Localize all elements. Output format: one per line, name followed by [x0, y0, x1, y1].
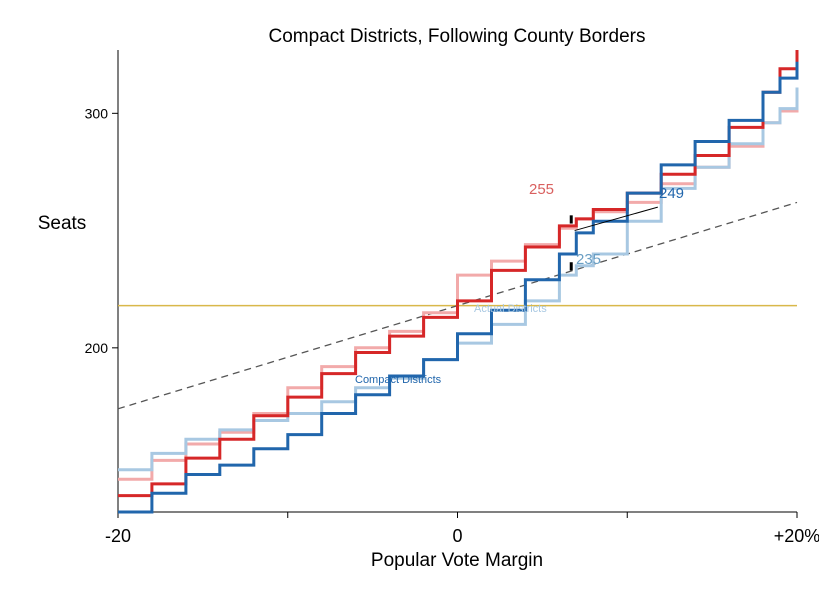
- y-tick-label: 300: [85, 105, 109, 121]
- chart-title: Compact Districts, Following County Bord…: [269, 26, 646, 47]
- y-tick-label: 200: [85, 340, 109, 356]
- x-tick-label: -20: [105, 526, 131, 546]
- x-tick-label: 0: [452, 526, 462, 546]
- y-axis-label: Seats: [38, 213, 87, 234]
- leader-249: [574, 206, 658, 232]
- x-tick-label: +20%: [774, 526, 819, 546]
- compact-districts-label: Compact Districts: [355, 374, 442, 386]
- actual-districts-label: Actual Districts: [474, 303, 547, 315]
- annotation-255: 255: [529, 181, 554, 198]
- compact-county-series: [118, 50, 799, 498]
- x-axis-label: Popular Vote Margin: [371, 550, 543, 571]
- annotation-249: 249: [659, 185, 684, 202]
- annotation-235: 235: [576, 251, 601, 268]
- compact-districts-series: [118, 61, 799, 514]
